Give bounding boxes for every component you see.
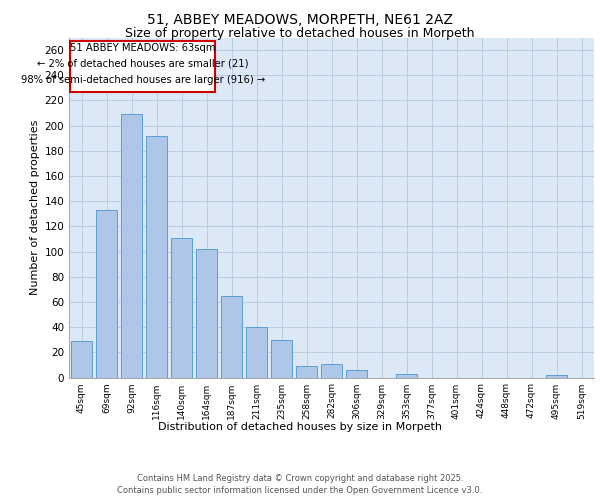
Text: 98% of semi-detached houses are larger (916) →: 98% of semi-detached houses are larger (… xyxy=(20,76,265,86)
Bar xyxy=(71,341,92,378)
Text: 51 ABBEY MEADOWS: 63sqm: 51 ABBEY MEADOWS: 63sqm xyxy=(70,42,215,52)
FancyBboxPatch shape xyxy=(70,42,215,92)
Text: Contains HM Land Registry data © Crown copyright and database right 2025.: Contains HM Land Registry data © Crown c… xyxy=(137,474,463,483)
Bar xyxy=(246,327,267,378)
Text: ← 2% of detached houses are smaller (21): ← 2% of detached houses are smaller (21) xyxy=(37,59,248,69)
Text: 51, ABBEY MEADOWS, MORPETH, NE61 2AZ: 51, ABBEY MEADOWS, MORPETH, NE61 2AZ xyxy=(147,12,453,26)
Bar xyxy=(221,296,242,378)
Bar xyxy=(396,374,417,378)
Text: Size of property relative to detached houses in Morpeth: Size of property relative to detached ho… xyxy=(125,28,475,40)
Bar xyxy=(321,364,342,378)
Bar xyxy=(271,340,292,378)
Bar xyxy=(546,375,567,378)
Y-axis label: Number of detached properties: Number of detached properties xyxy=(30,120,40,295)
Bar xyxy=(171,238,192,378)
Text: Contains public sector information licensed under the Open Government Licence v3: Contains public sector information licen… xyxy=(118,486,482,495)
Bar xyxy=(121,114,142,378)
Bar xyxy=(146,136,167,378)
Bar xyxy=(296,366,317,378)
Bar xyxy=(96,210,117,378)
Bar xyxy=(196,249,217,378)
Bar xyxy=(346,370,367,378)
Text: Distribution of detached houses by size in Morpeth: Distribution of detached houses by size … xyxy=(158,422,442,432)
